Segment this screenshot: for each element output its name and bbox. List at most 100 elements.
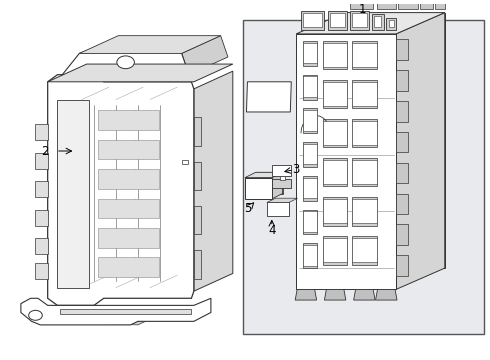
Polygon shape <box>62 46 189 75</box>
Polygon shape <box>296 13 445 34</box>
Polygon shape <box>79 36 220 53</box>
Bar <box>303 41 317 66</box>
Bar <box>194 250 201 279</box>
Polygon shape <box>194 71 233 291</box>
Polygon shape <box>374 16 381 27</box>
Polygon shape <box>420 0 433 9</box>
Polygon shape <box>350 11 369 30</box>
Bar <box>396 225 408 245</box>
Polygon shape <box>35 263 48 279</box>
Bar <box>243 20 484 334</box>
Polygon shape <box>35 181 48 197</box>
Bar <box>98 110 159 130</box>
Bar <box>303 75 317 100</box>
Bar <box>182 160 188 164</box>
Bar <box>396 70 408 91</box>
Polygon shape <box>272 165 291 176</box>
Bar <box>352 119 376 148</box>
Polygon shape <box>375 289 397 300</box>
Bar <box>303 243 317 268</box>
Polygon shape <box>296 34 396 289</box>
Bar <box>352 80 376 108</box>
Polygon shape <box>376 0 396 9</box>
Polygon shape <box>352 13 367 27</box>
Bar <box>323 236 347 265</box>
Bar <box>352 82 376 106</box>
Polygon shape <box>35 238 48 254</box>
Bar <box>323 121 347 145</box>
Bar <box>98 169 159 189</box>
Polygon shape <box>354 289 375 300</box>
Polygon shape <box>245 172 283 177</box>
Polygon shape <box>48 75 194 305</box>
Text: 5: 5 <box>244 202 251 215</box>
Polygon shape <box>31 312 157 325</box>
Polygon shape <box>396 13 445 289</box>
Bar <box>352 236 376 265</box>
Polygon shape <box>350 0 373 9</box>
Polygon shape <box>303 13 322 27</box>
Bar <box>303 76 317 97</box>
Polygon shape <box>60 309 192 314</box>
Bar <box>303 177 317 198</box>
Bar <box>98 257 159 277</box>
Polygon shape <box>330 13 345 27</box>
Bar <box>194 117 201 146</box>
Bar <box>396 255 408 276</box>
Polygon shape <box>301 11 324 30</box>
Bar <box>323 158 347 186</box>
Polygon shape <box>398 0 418 9</box>
Bar <box>303 210 317 234</box>
Bar <box>303 142 317 167</box>
Polygon shape <box>272 172 283 199</box>
Bar <box>303 43 317 63</box>
Bar <box>352 43 376 67</box>
Bar <box>396 101 408 122</box>
Bar <box>323 43 347 67</box>
Circle shape <box>29 310 42 320</box>
Bar <box>396 194 408 214</box>
Bar <box>303 144 317 165</box>
Bar <box>98 140 159 159</box>
Bar <box>303 176 317 201</box>
Bar <box>323 41 347 69</box>
Bar <box>303 211 317 232</box>
Bar <box>323 160 347 184</box>
Bar <box>194 162 201 190</box>
Polygon shape <box>372 14 384 30</box>
Polygon shape <box>272 179 291 188</box>
Polygon shape <box>389 20 393 27</box>
Bar <box>194 206 201 234</box>
Polygon shape <box>256 172 283 194</box>
Bar <box>323 119 347 148</box>
Polygon shape <box>48 64 233 82</box>
Polygon shape <box>245 177 272 199</box>
Text: 4: 4 <box>268 224 275 237</box>
Polygon shape <box>182 36 228 75</box>
Bar <box>323 199 347 223</box>
Polygon shape <box>328 11 347 30</box>
Bar <box>280 176 285 180</box>
Bar <box>352 158 376 186</box>
Bar <box>303 110 317 131</box>
Bar <box>352 238 376 262</box>
Polygon shape <box>35 125 48 140</box>
Polygon shape <box>35 153 48 169</box>
Bar <box>352 41 376 69</box>
Polygon shape <box>35 210 48 225</box>
Polygon shape <box>435 0 445 9</box>
Text: 1: 1 <box>358 3 366 15</box>
Polygon shape <box>267 202 289 216</box>
Circle shape <box>117 56 134 69</box>
Bar <box>396 132 408 152</box>
Polygon shape <box>21 298 211 325</box>
Polygon shape <box>295 289 317 300</box>
Bar <box>352 199 376 223</box>
Polygon shape <box>324 289 346 300</box>
Polygon shape <box>267 198 297 202</box>
Polygon shape <box>345 13 445 268</box>
Bar <box>98 228 159 248</box>
Bar <box>352 160 376 184</box>
Bar <box>352 197 376 225</box>
Bar <box>303 245 317 266</box>
